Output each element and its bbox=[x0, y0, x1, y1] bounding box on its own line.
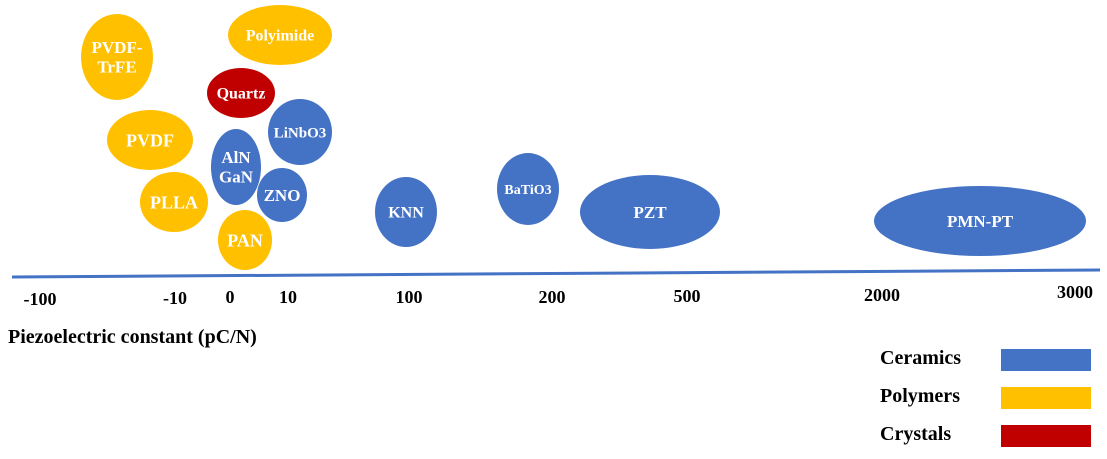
bubble-pvdf: PVDF bbox=[107, 110, 193, 170]
legend-swatch-ceramics bbox=[1001, 349, 1091, 371]
x-tick-label: -10 bbox=[163, 288, 187, 308]
diagram-canvas: PVDF-TrFE Polyimide Quartz PVDF LiNbO3 AlNGaN… bbox=[11, 5, 1101, 309]
legend-swatch-polymers bbox=[1001, 387, 1091, 409]
x-tick-label: 3000 bbox=[1057, 282, 1093, 302]
legend-item-ceramics: Ceramics bbox=[880, 345, 1100, 383]
bubble-pzt: PZT bbox=[580, 175, 720, 249]
legend-swatch-crystals bbox=[1001, 425, 1091, 447]
bubble-quartz: Quartz bbox=[207, 68, 275, 118]
bubble-knn: KNN bbox=[375, 177, 437, 247]
bubble-label: PLLA bbox=[150, 192, 198, 212]
x-axis-tick-labels: -100 -10 0 10 100 200 500 2000 3000 bbox=[24, 282, 1094, 309]
bubble-shape bbox=[497, 153, 559, 225]
bubble-shape bbox=[218, 210, 272, 270]
legend-label: Crystals bbox=[880, 423, 952, 445]
bubble-label: KNN bbox=[388, 205, 424, 222]
x-tick-label: 10 bbox=[279, 287, 297, 307]
bubble-label: PVDF- bbox=[92, 38, 143, 57]
bubble-shape bbox=[228, 5, 332, 65]
bubble-label: PAN bbox=[227, 230, 263, 250]
bubble-shape bbox=[107, 110, 193, 170]
x-axis-line bbox=[11, 268, 1101, 279]
bubble-plla: PLLA bbox=[140, 172, 208, 232]
piezoelectric-diagram: PVDF- TrFE Polyimide Quartz PVDF LiNbO3 AlN GaN… bbox=[8, 5, 1101, 447]
x-axis-title: Piezoelectric constant (pC/N) bbox=[8, 326, 257, 348]
x-tick-label: -100 bbox=[24, 289, 57, 309]
x-tick-label: 2000 bbox=[864, 285, 900, 305]
legend-item-crystals: Crystals bbox=[880, 421, 1100, 459]
bubble-shape bbox=[874, 186, 1086, 256]
x-tick-label: 200 bbox=[539, 287, 566, 307]
legend: Ceramics Polymers Crystals bbox=[880, 345, 1100, 459]
bubble-label: PMN-PT bbox=[947, 212, 1014, 231]
bubble-shape bbox=[140, 172, 208, 232]
bubble-pan: PAN bbox=[218, 210, 272, 270]
bubble-shape bbox=[207, 68, 275, 118]
bubble-label: PZT bbox=[633, 203, 667, 222]
bubble-label: AlN bbox=[221, 148, 251, 167]
bubble-label: LiNbO3 bbox=[274, 125, 327, 141]
bubble-shape bbox=[375, 177, 437, 247]
bubble-pvdf-trfe: PVDF-TrFE bbox=[81, 14, 153, 100]
legend-item-polymers: Polymers bbox=[880, 383, 1100, 421]
bubble-label: Polyimide bbox=[246, 28, 314, 45]
bubble-label: TrFE bbox=[97, 58, 136, 77]
bubble-batio3: BaTiO3 bbox=[497, 153, 559, 225]
bubble-label: BaTiO3 bbox=[504, 183, 551, 198]
bubble-shape bbox=[268, 99, 332, 165]
bubble-zno: ZNO bbox=[257, 168, 307, 222]
bubble-linbo3: LiNbO3 bbox=[268, 99, 332, 165]
bubble-shape bbox=[257, 168, 307, 222]
x-tick-label: 500 bbox=[674, 286, 701, 306]
bubble-label: Quartz bbox=[217, 86, 266, 103]
legend-label: Ceramics bbox=[880, 347, 962, 369]
bubble-shape bbox=[81, 14, 153, 100]
bubble-label: PVDF bbox=[126, 130, 174, 150]
bubble-label: GaN bbox=[219, 168, 254, 187]
legend-label: Polymers bbox=[880, 385, 960, 407]
bubble-pmn-pt: PMN-PT bbox=[874, 186, 1086, 256]
bubble-shape bbox=[211, 129, 261, 205]
bubble-shape bbox=[580, 175, 720, 249]
x-tick-label: 100 bbox=[396, 287, 423, 307]
x-tick-label: 0 bbox=[226, 287, 235, 307]
material-bubbles: PVDF-TrFE Polyimide Quartz PVDF LiNbO3 AlNGaN… bbox=[81, 5, 1086, 270]
bubble-polyimide: Polyimide bbox=[228, 5, 332, 65]
bubble-label: ZNO bbox=[264, 186, 301, 205]
